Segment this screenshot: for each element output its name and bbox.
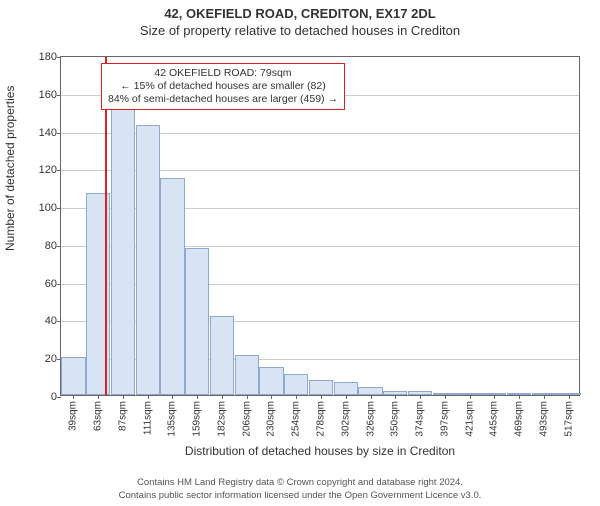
xtick-mark: [296, 395, 297, 399]
ytick-mark: [57, 133, 61, 134]
histogram-bar: [111, 87, 135, 395]
xtick-mark: [544, 395, 545, 399]
ytick-mark: [57, 397, 61, 398]
ytick-label: 40: [45, 315, 57, 327]
xtick-mark: [123, 395, 124, 399]
footer-line-1: Contains HM Land Registry data © Crown c…: [0, 477, 600, 489]
ytick-mark: [57, 284, 61, 285]
xtick-label: 278sqm: [316, 401, 327, 437]
ytick-mark: [57, 321, 61, 322]
xtick-mark: [470, 395, 471, 399]
xtick-label: 374sqm: [415, 401, 426, 437]
xtick-label: 517sqm: [563, 401, 574, 437]
xtick-label: 39sqm: [68, 401, 79, 431]
xtick-mark: [445, 395, 446, 399]
ytick-label: 140: [39, 127, 57, 139]
ytick-mark: [57, 170, 61, 171]
histogram-bar: [185, 248, 209, 395]
xtick-mark: [321, 395, 322, 399]
xtick-mark: [519, 395, 520, 399]
plot-area: 02040608010012014016018039sqm63sqm87sqm1…: [60, 56, 580, 396]
footer-line-2: Contains public sector information licen…: [0, 490, 600, 502]
xtick-label: 87sqm: [117, 401, 128, 431]
xtick-mark: [395, 395, 396, 399]
footer-text: Contains HM Land Registry data © Crown c…: [0, 477, 600, 502]
histogram-bar: [309, 380, 333, 395]
xtick-label: 254sqm: [291, 401, 302, 437]
xtick-mark: [271, 395, 272, 399]
annotation-line-3: 84% of semi-detached houses are larger (…: [108, 93, 338, 106]
ytick-label: 160: [39, 89, 57, 101]
xtick-mark: [247, 395, 248, 399]
histogram-bar: [136, 125, 160, 395]
xtick-mark: [569, 395, 570, 399]
page-subtitle: Size of property relative to detached ho…: [0, 23, 600, 38]
histogram-bar: [358, 387, 382, 395]
ytick-mark: [57, 95, 61, 96]
chart-container: Number of detached properties 0204060801…: [0, 46, 600, 456]
ytick-label: 180: [39, 51, 57, 63]
ytick-label: 100: [39, 202, 57, 214]
xtick-label: 397sqm: [439, 401, 450, 437]
ytick-label: 80: [45, 240, 57, 252]
xtick-label: 63sqm: [93, 401, 104, 431]
xtick-label: 421sqm: [464, 401, 475, 437]
page-title: 42, OKEFIELD ROAD, CREDITON, EX17 2DL: [0, 6, 600, 21]
xtick-label: 230sqm: [266, 401, 277, 437]
histogram-bar: [259, 367, 283, 395]
ytick-label: 120: [39, 164, 57, 176]
xtick-label: 469sqm: [514, 401, 525, 437]
xtick-mark: [494, 395, 495, 399]
xtick-label: 135sqm: [167, 401, 178, 437]
xtick-label: 182sqm: [216, 401, 227, 437]
xtick-mark: [172, 395, 173, 399]
x-axis-label: Distribution of detached houses by size …: [60, 444, 580, 458]
annotation-box: 42 OKEFIELD ROAD: 79sqm ← 15% of detache…: [101, 63, 345, 110]
xtick-label: 350sqm: [390, 401, 401, 437]
histogram-bar: [61, 357, 85, 395]
xtick-mark: [420, 395, 421, 399]
y-axis-label: Number of detached properties: [3, 86, 17, 251]
ytick-mark: [57, 57, 61, 58]
histogram-bar: [284, 374, 308, 395]
xtick-mark: [222, 395, 223, 399]
xtick-mark: [148, 395, 149, 399]
xtick-label: 326sqm: [365, 401, 376, 437]
annotation-line-2: ← 15% of detached houses are smaller (82…: [108, 80, 338, 93]
histogram-bar: [334, 382, 358, 395]
xtick-mark: [371, 395, 372, 399]
xtick-label: 445sqm: [489, 401, 500, 437]
ytick-mark: [57, 208, 61, 209]
histogram-bar: [210, 316, 234, 395]
xtick-label: 159sqm: [192, 401, 203, 437]
histogram-bar: [235, 355, 259, 395]
xtick-label: 206sqm: [241, 401, 252, 437]
xtick-mark: [98, 395, 99, 399]
ytick-label: 20: [45, 353, 57, 365]
xtick-label: 111sqm: [142, 401, 153, 435]
xtick-label: 302sqm: [340, 401, 351, 437]
xtick-mark: [73, 395, 74, 399]
xtick-mark: [197, 395, 198, 399]
annotation-line-1: 42 OKEFIELD ROAD: 79sqm: [108, 67, 338, 80]
xtick-label: 493sqm: [538, 401, 549, 437]
xtick-mark: [346, 395, 347, 399]
ytick-label: 0: [51, 391, 57, 403]
ytick-mark: [57, 246, 61, 247]
ytick-label: 60: [45, 278, 57, 290]
histogram-bar: [160, 178, 184, 395]
